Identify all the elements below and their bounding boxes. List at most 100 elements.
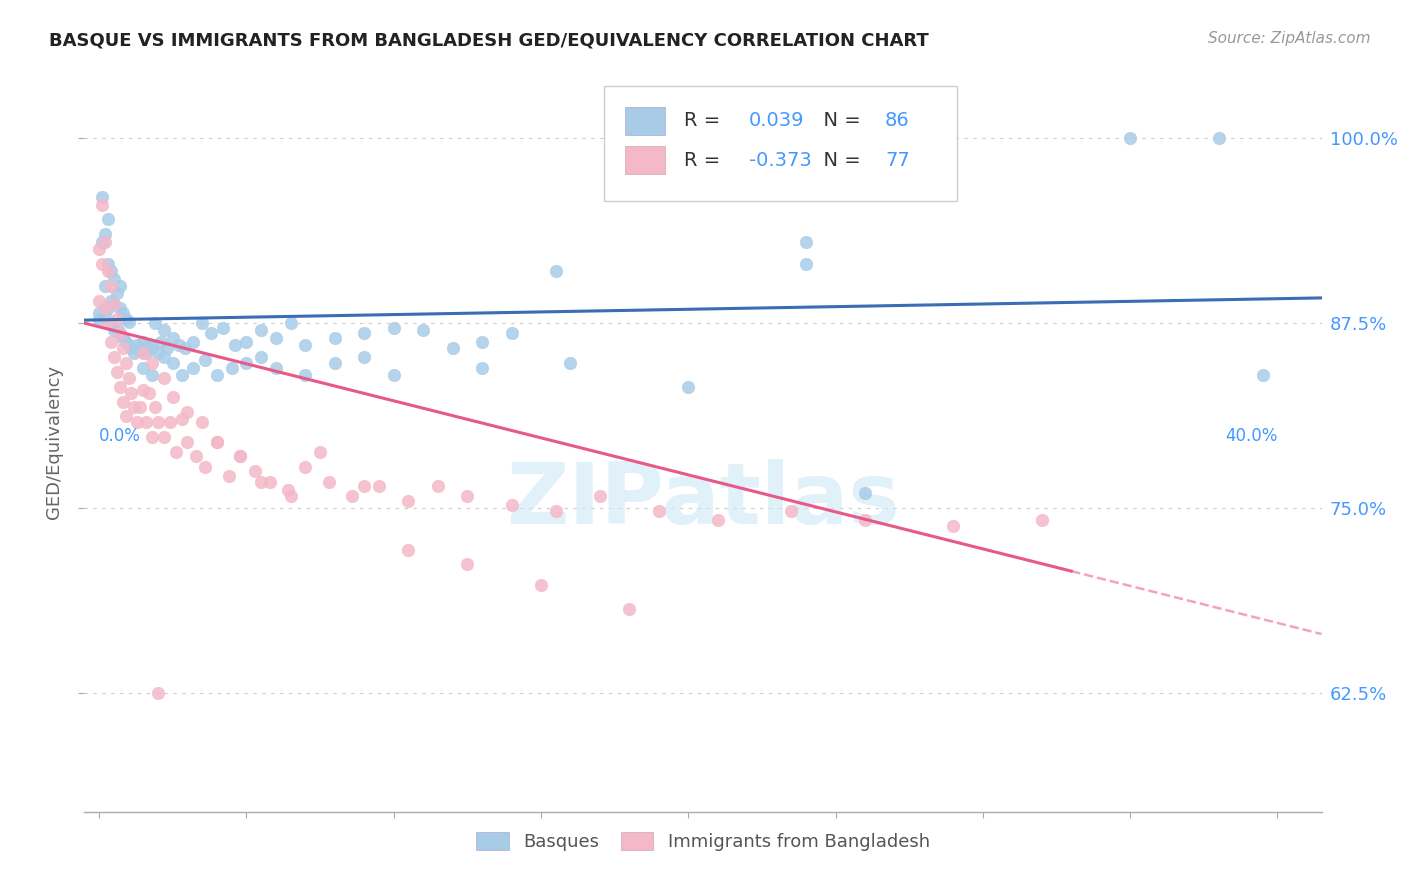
Point — [544, 264, 567, 278]
Point — [165, 445, 187, 459]
Point — [342, 489, 364, 503]
Point — [167, 338, 190, 352]
Point — [114, 335, 136, 350]
Point — [153, 350, 176, 364]
Text: R =: R = — [685, 112, 727, 130]
Point — [176, 434, 198, 449]
Point — [323, 356, 346, 370]
Point — [100, 279, 122, 293]
Point — [191, 316, 214, 330]
Point — [794, 257, 817, 271]
Point — [105, 365, 128, 379]
Point — [186, 450, 208, 464]
Point — [264, 360, 287, 375]
Point — [159, 415, 181, 429]
Point — [141, 430, 163, 444]
Point — [146, 415, 169, 429]
Point — [456, 489, 478, 503]
Point — [396, 493, 419, 508]
Point — [1031, 513, 1053, 527]
Point — [560, 356, 582, 370]
Point — [141, 356, 163, 370]
FancyBboxPatch shape — [626, 107, 665, 135]
Point — [105, 286, 128, 301]
Point — [245, 464, 267, 478]
Point — [100, 293, 122, 308]
Point — [97, 316, 120, 330]
Point — [132, 335, 155, 350]
Point — [589, 489, 612, 503]
Point — [412, 324, 434, 338]
Point — [323, 331, 346, 345]
Point — [280, 489, 302, 503]
Point — [127, 415, 149, 429]
Point — [471, 335, 494, 350]
Point — [117, 315, 139, 329]
Point — [309, 445, 332, 459]
Point — [205, 368, 228, 382]
Point — [103, 271, 125, 285]
Point — [132, 360, 155, 375]
Point — [103, 297, 125, 311]
FancyBboxPatch shape — [626, 146, 665, 174]
Point — [143, 401, 166, 415]
Point — [205, 434, 228, 449]
Point — [530, 578, 553, 592]
Point — [87, 311, 110, 326]
Point — [108, 301, 131, 316]
Point — [143, 316, 166, 330]
Point — [471, 360, 494, 375]
Point — [121, 385, 143, 400]
Point — [229, 450, 252, 464]
Point — [853, 513, 876, 527]
Point — [173, 341, 195, 355]
Text: 0.0%: 0.0% — [98, 426, 141, 445]
Point — [153, 430, 176, 444]
Point — [97, 257, 120, 271]
Point — [100, 335, 122, 350]
Point — [162, 356, 184, 370]
Point — [135, 415, 157, 429]
Point — [205, 434, 228, 449]
Text: BASQUE VS IMMIGRANTS FROM BANGLADESH GED/EQUIVALENCY CORRELATION CHART: BASQUE VS IMMIGRANTS FROM BANGLADESH GED… — [49, 31, 929, 49]
Point — [678, 380, 700, 394]
Point — [794, 235, 817, 249]
Point — [97, 301, 120, 316]
Point — [111, 394, 134, 409]
Point — [114, 409, 136, 424]
Point — [132, 383, 155, 397]
Point — [170, 412, 193, 426]
Point — [250, 475, 273, 489]
Point — [353, 326, 375, 341]
Text: ZIPatlas: ZIPatlas — [506, 459, 900, 542]
Point — [194, 459, 217, 474]
Point — [153, 371, 176, 385]
Point — [942, 519, 965, 533]
Point — [138, 338, 160, 352]
Text: N =: N = — [811, 112, 866, 130]
Point — [200, 326, 222, 341]
Point — [544, 504, 567, 518]
Text: Source: ZipAtlas.com: Source: ZipAtlas.com — [1208, 31, 1371, 46]
Point — [94, 309, 117, 323]
Point — [117, 371, 139, 385]
Point — [105, 320, 128, 334]
Point — [194, 353, 217, 368]
Point — [853, 486, 876, 500]
Point — [176, 405, 198, 419]
Point — [250, 350, 273, 364]
Point — [141, 368, 163, 382]
Point — [108, 380, 131, 394]
Point — [141, 341, 163, 355]
Point — [218, 468, 240, 483]
Point — [153, 324, 176, 338]
Point — [135, 345, 157, 359]
Point — [229, 450, 252, 464]
FancyBboxPatch shape — [605, 87, 956, 201]
Point — [211, 320, 233, 334]
Point — [103, 350, 125, 364]
Point — [191, 415, 214, 429]
Point — [382, 320, 405, 334]
Point — [111, 331, 134, 345]
Point — [146, 686, 169, 700]
